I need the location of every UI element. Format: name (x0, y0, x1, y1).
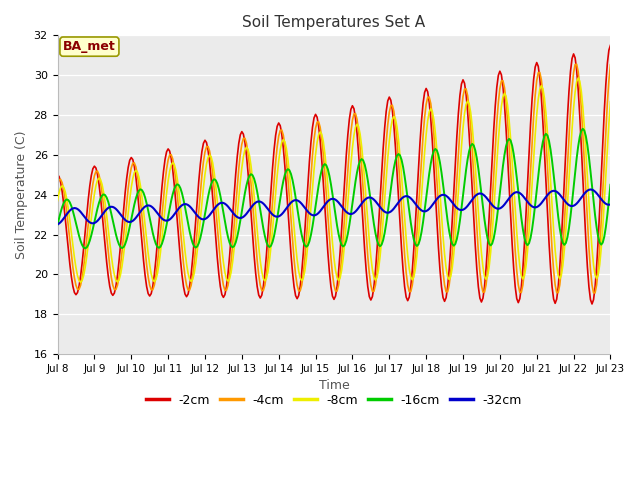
Line: -4cm: -4cm (58, 64, 611, 293)
-8cm (401, 216, 408, 221)
-4cm (591, 290, 599, 296)
-4cm (539, 91, 547, 96)
-16cm (158, 241, 166, 247)
-32cm (539, 198, 547, 204)
-2cm (387, 97, 395, 103)
-2cm (69, 284, 77, 289)
Line: -16cm: -16cm (58, 129, 611, 248)
-4cm (573, 61, 580, 67)
-16cm (54, 222, 61, 228)
-32cm (587, 187, 595, 192)
-32cm (369, 195, 376, 201)
Legend: -2cm, -4cm, -8cm, -16cm, -32cm: -2cm, -4cm, -8cm, -16cm, -32cm (141, 389, 527, 412)
-4cm (54, 181, 61, 187)
-16cm (607, 182, 614, 188)
Line: -8cm: -8cm (58, 78, 611, 282)
-16cm (401, 173, 408, 179)
-8cm (77, 279, 84, 285)
-8cm (54, 198, 61, 204)
-8cm (574, 75, 582, 81)
-4cm (369, 288, 376, 294)
-4cm (399, 231, 407, 237)
-32cm (607, 202, 614, 207)
-16cm (69, 208, 77, 214)
Title: Soil Temperatures Set A: Soil Temperatures Set A (243, 15, 426, 30)
-16cm (541, 133, 548, 139)
-2cm (157, 202, 164, 207)
-4cm (387, 103, 395, 108)
Line: -32cm: -32cm (58, 190, 611, 224)
Y-axis label: Soil Temperature (C): Soil Temperature (C) (15, 131, 28, 259)
-8cm (69, 243, 77, 249)
-2cm (607, 42, 614, 48)
-32cm (54, 221, 61, 227)
-8cm (158, 236, 166, 241)
-8cm (370, 275, 378, 280)
-2cm (54, 172, 61, 178)
-4cm (607, 62, 614, 68)
-4cm (69, 264, 77, 270)
-2cm (369, 294, 376, 300)
-16cm (579, 126, 587, 132)
-16cm (81, 245, 89, 251)
X-axis label: Time: Time (319, 379, 349, 393)
-16cm (370, 221, 378, 227)
-32cm (157, 214, 164, 220)
-2cm (588, 301, 596, 307)
-32cm (69, 205, 77, 211)
Line: -2cm: -2cm (58, 45, 611, 304)
-32cm (399, 194, 407, 200)
Text: BA_met: BA_met (63, 40, 116, 53)
-8cm (388, 117, 396, 122)
-2cm (399, 267, 407, 273)
-16cm (388, 175, 396, 180)
-8cm (541, 95, 548, 101)
-2cm (539, 119, 547, 124)
-8cm (607, 99, 614, 105)
-32cm (387, 209, 395, 215)
-4cm (157, 229, 164, 235)
